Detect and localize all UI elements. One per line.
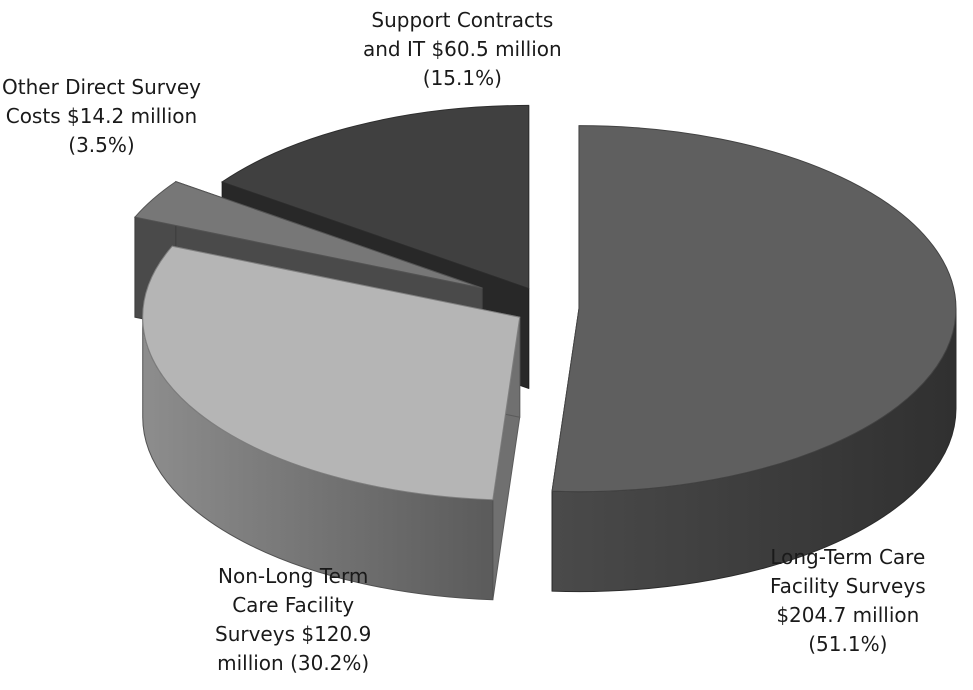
pie-top-faces: [133, 104, 957, 501]
slice-label-non-long-term-care: Non-Long Term Care Facility Surveys $120…: [215, 564, 372, 675]
slice-label-long-term-care: Long-Term Care Facility Surveys $204.7 m…: [770, 545, 926, 656]
pie-slice-other-direct-survey: [133, 181, 483, 289]
pie-slice-non-long-term-care: [142, 245, 521, 501]
pie-slice-long-term-care: [551, 125, 957, 493]
slice-label-other-direct-survey: Other Direct Survey Costs $14.2 million …: [2, 75, 201, 157]
pie-slice-support-contracts: [221, 104, 530, 290]
slice-label-support-contracts: Support Contracts and IT $60.5 million (…: [363, 8, 562, 90]
